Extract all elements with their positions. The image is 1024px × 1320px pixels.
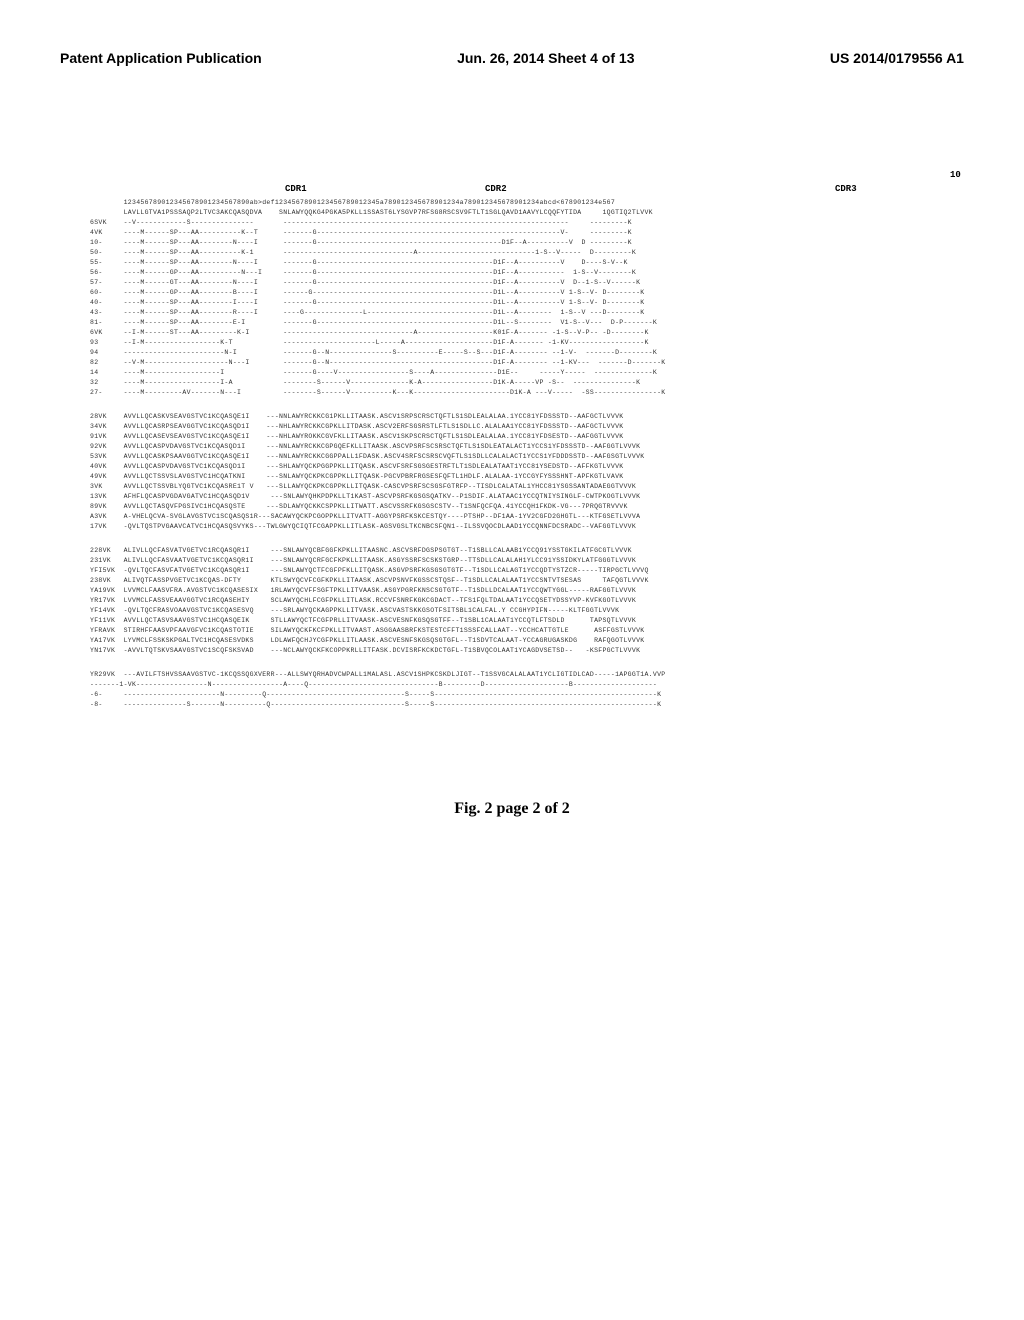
sequence-row: 50- ----M------SP---AA----------K-1 ----…	[90, 248, 934, 258]
sequence-row: 49VK AVVLLQCTSSVSLAVGSTVC1HCQATKNI ---SN…	[90, 472, 934, 482]
sequence-row: A3VK A-VHELQCVA-SVGLAVGSTVC1SCQASQS1R---…	[90, 512, 934, 522]
sequence-row: 28VK AVVLLQCASKVSEAVGSTVC1KCQASQE1I ---N…	[90, 412, 934, 422]
sequence-row: 6SVK --V------------S--------------- ---…	[90, 218, 934, 228]
col10-label: 10	[950, 170, 961, 180]
cdr1-label: CDR1	[285, 184, 307, 194]
sequence-row: YR29VK ---AVILFTSHVSSAAVGSTVC-1KCQSSQGXV…	[90, 670, 934, 680]
sequence-row: -------1-VK-----------------N-----------…	[90, 680, 934, 690]
sequence-row: 43- ----M------SP---AA--------R----I ---…	[90, 308, 934, 318]
sequence-block-1: 6SVK --V------------S--------------- ---…	[90, 218, 934, 398]
ruler-row1: 123456789012345678901234567890ab>def1234…	[90, 198, 934, 208]
sequence-row: 10- ----M------SP---AA--------N----I ---…	[90, 238, 934, 248]
sequence-row: 91VK AVVLLQCASEVSEAVGSTVC1KCQASQE1I ---N…	[90, 432, 934, 442]
sequence-row: YA17VK LYVMCLFSSKSKPGALTVC1HCQASESVDKS L…	[90, 636, 934, 646]
sequence-row: 4VK ----M------SP---AA----------K--T ---…	[90, 228, 934, 238]
sequence-row: 32 ----M------------------I-A --------S-…	[90, 378, 934, 388]
cdr3-label: CDR3	[835, 184, 857, 194]
sequence-row: 93 --I-M------------------K-T ----------…	[90, 338, 934, 348]
ruler-row2: LAVLLGTVA1PSSSAQP2LTVC3AKCQASQDVA SNLAWY…	[90, 208, 934, 218]
sequence-row: YA19VK LVVMCLFAASVFRA.AVGSTVC1KCQASESIX …	[90, 586, 934, 596]
sequence-row: -6- -----------------------N---------Q--…	[90, 690, 934, 700]
sequence-row: 60- ----M------GP---AA--------B----I ---…	[90, 288, 934, 298]
sequence-row: 17VK -QVLTQSTPVGAAVCATVC1HCQASQSVYKS---T…	[90, 522, 934, 532]
sequence-block-4: YR29VK ---AVILFTSHVSSAAVGSTVC-1KCQSSQGXV…	[90, 670, 934, 710]
sequence-row: 40VK AVVLLQCASPVDAVGSTVC1KCQASQD1I ---SH…	[90, 462, 934, 472]
sequence-row: 3VK AVVLLQCTSSVBLYQGTVC1KCQASRE1T V ---S…	[90, 482, 934, 492]
sequence-row: YFRAVK STIRHFFAASVPFAAVGFVC1KCQASTOTIE S…	[90, 626, 934, 636]
header-right: US 2014/0179556 A1	[830, 50, 964, 66]
sequence-alignment: 10 CDR1 CDR2 CDR3 1234567890123456789012…	[90, 170, 934, 710]
header-center: Jun. 26, 2014 Sheet 4 of 13	[457, 50, 634, 66]
sequence-block-2: 28VK AVVLLQCASKVSEAVGSTVC1KCQASQE1I ---N…	[90, 412, 934, 532]
sequence-row: 228VK ALIVLLQCFASVATVGETVC1RCQASQR1I ---…	[90, 546, 934, 556]
sequence-row: 27- ----M---------AV-------N---I -------…	[90, 388, 934, 398]
sequence-row: YFI5VK -QVLTQCFASVFATVGETVC1KCQASQR1I --…	[90, 566, 934, 576]
sequence-row: YN17VK -AVVLTQTSKVSAAVGSTVC1SCQFSKSVAD -…	[90, 646, 934, 656]
sequence-row: YF11VK AVVLLQCTASVSAAVGSTVC1HCQASQEIK ST…	[90, 616, 934, 626]
sequence-row: 81- ----M------SP---AA--------E-I ------…	[90, 318, 934, 328]
sequence-row: 55- ----M------SP---AA--------N----I ---…	[90, 258, 934, 268]
sequence-row: 6VK --I-M------ST---AA---------K-I -----…	[90, 328, 934, 338]
figure-caption: Fig. 2 page 2 of 2	[0, 800, 1024, 818]
sequence-row: 82 --V-M--------------------N---I ------…	[90, 358, 934, 368]
sequence-row: 56- ----M------GP---AA----------N---I --…	[90, 268, 934, 278]
sequence-row: 13VK AFHFLQCASPVGDAVGATVC1HCQASQD1V ---S…	[90, 492, 934, 502]
sequence-row: 14 ----M------------------I -------G----…	[90, 368, 934, 378]
sequence-row: YF14VK -QVLTQCFRASVOAAVGSTVC1KCQASESVQ -…	[90, 606, 934, 616]
sequence-row: 92VK AVVLLQCASPVDAVGSTVC1KCQASQD1I ---NN…	[90, 442, 934, 452]
sequence-row: 231VK ALIVLLQCFASVAATVGETVC1KCQASQR1I --…	[90, 556, 934, 566]
sequence-block-3: 228VK ALIVLLQCFASVATVGETVC1RCQASQR1I ---…	[90, 546, 934, 656]
sequence-row: 40- ----M------SP---AA--------I----I ---…	[90, 298, 934, 308]
cdr2-label: CDR2	[485, 184, 507, 194]
sequence-row: 53VK AVVLLQCASKPSAAVGGTVC1KCQASQE1I ---N…	[90, 452, 934, 462]
sequence-row: YR17VK LVVMCLFASSVEAAVGGTVC1RCQASEHIY SC…	[90, 596, 934, 606]
sequence-row: 89VK AVVLLQCTASQVFPGSIVC1HCQASQSTE ---SD…	[90, 502, 934, 512]
header-left: Patent Application Publication	[60, 50, 262, 66]
sequence-row: 238VK ALIVQTFASSPVGETVC1KCQAS-DFTY KTLSW…	[90, 576, 934, 586]
sequence-row: 34VK AVVLLQCASRPSEAVGGTVC1KCQASQD1I ---N…	[90, 422, 934, 432]
sequence-row: -8- ---------------S-------N----------Q-…	[90, 700, 934, 710]
sequence-row: 94 ------------------------N-I -------G-…	[90, 348, 934, 358]
sequence-row: 57- ----M------GT---AA--------N----I ---…	[90, 278, 934, 288]
